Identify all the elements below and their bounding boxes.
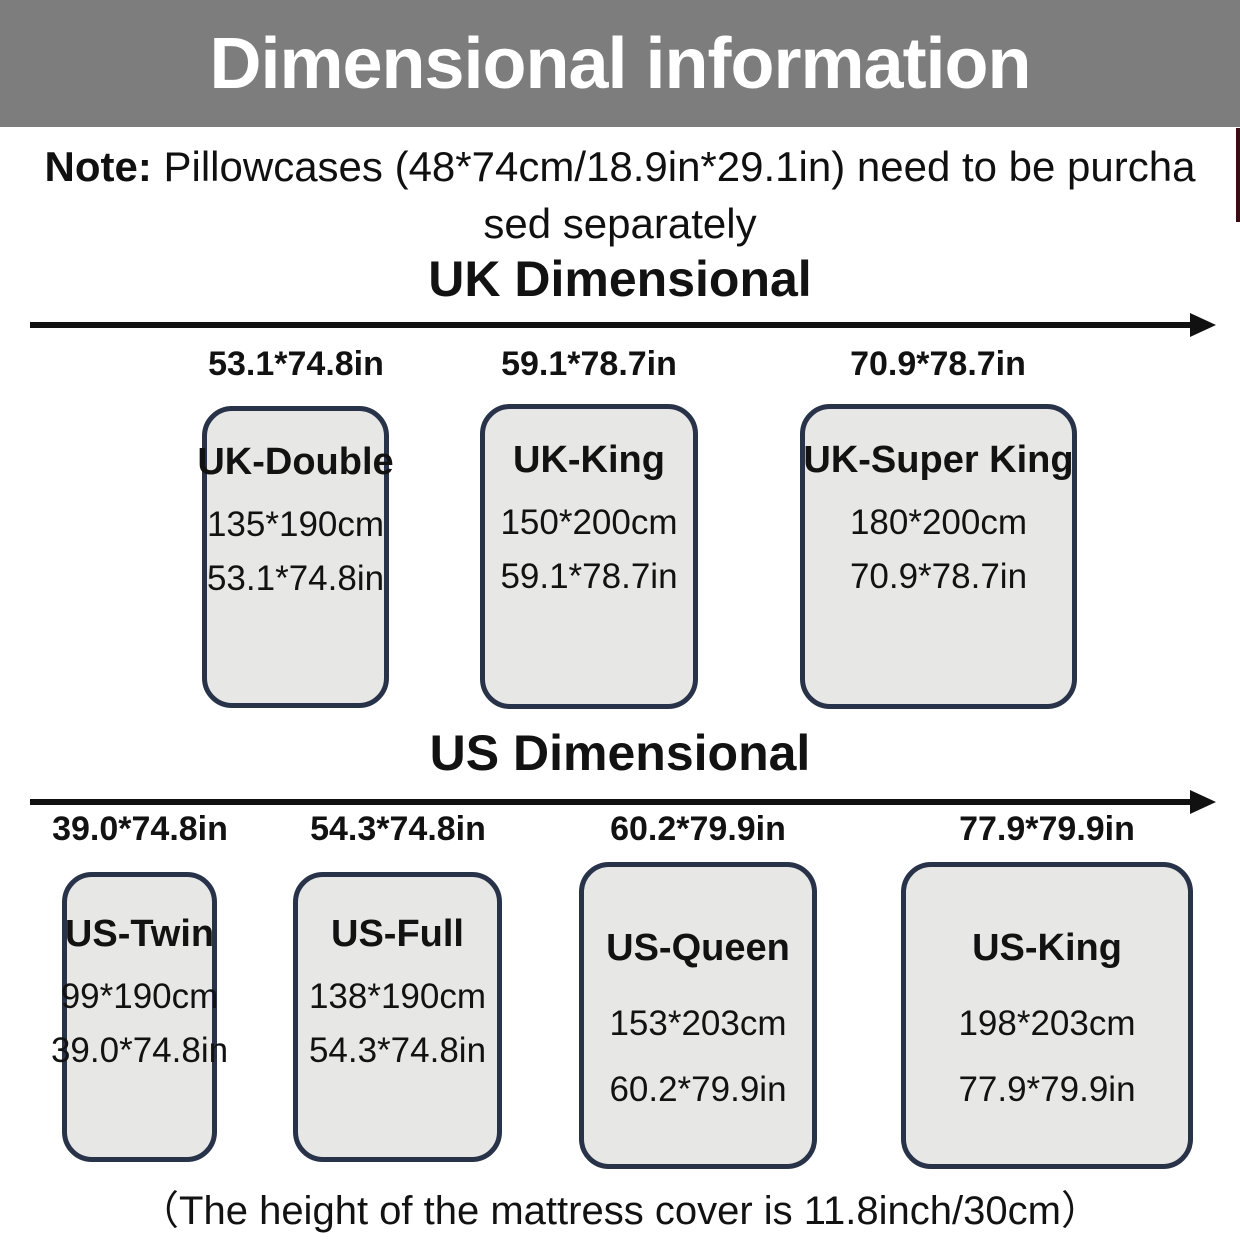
us-full-box: US-Full 138*190cm 54.3*74.8in <box>293 872 502 1162</box>
us-king-size-label: 77.9*79.9in <box>959 810 1135 848</box>
uk-king-in: 59.1*78.7in <box>500 557 678 596</box>
us-twin-in: 39.0*74.8in <box>50 1031 229 1070</box>
us-full-size-label: 54.3*74.8in <box>310 810 486 848</box>
uk-super-king-box: UK-Super King 180*200cm 70.9*78.7in <box>800 404 1077 709</box>
us-queen-size-label: 60.2*79.9in <box>610 810 786 848</box>
uk-king-name: UK-King <box>513 439 665 481</box>
us-arrowhead-icon <box>1190 790 1216 814</box>
note-prefix: Note: <box>44 143 152 190</box>
mattress-height-note: （The height of the mattress cover is 11.… <box>139 1189 1101 1233</box>
note-line-2: sed separately <box>483 200 757 247</box>
pillowcase-note: Note: Pillowcases (48*74cm/18.9in*29.1in… <box>0 138 1240 252</box>
us-section-title: US Dimensional <box>429 725 811 781</box>
us-king-in: 77.9*79.9in <box>958 1070 1136 1109</box>
uk-king-cm: 150*200cm <box>500 503 678 542</box>
uk-king-size-label: 59.1*78.7in <box>501 345 677 383</box>
uk-super-king-cm: 180*200cm <box>849 503 1028 542</box>
uk-double-size-label: 53.1*74.8in <box>208 345 384 383</box>
us-king-cm: 198*203cm <box>958 1004 1136 1043</box>
uk-axis-arrow-icon <box>30 313 1216 337</box>
us-twin-box: US-Twin 99*190cm 39.0*74.8in <box>51 872 228 1162</box>
us-king-box: US-King 198*203cm 77.9*79.9in <box>901 862 1193 1169</box>
uk-double-in: 53.1*74.8in <box>206 559 385 598</box>
us-twin-cm: 99*190cm <box>60 977 219 1016</box>
uk-double-box: UK-Double 135*190cm 53.1*74.8in <box>197 406 394 708</box>
us-queen-box: US-Queen 153*203cm 60.2*79.9in <box>579 862 817 1169</box>
note-line-1: Note: Pillowcases (48*74cm/18.9in*29.1in… <box>0 138 1240 195</box>
us-full-in: 54.3*74.8in <box>308 1031 487 1070</box>
us-queen-cm: 153*203cm <box>609 1004 787 1043</box>
us-queen-in: 60.2*79.9in <box>609 1070 787 1109</box>
us-axis-arrow-icon <box>30 790 1216 814</box>
us-king-name: US-King <box>972 927 1122 969</box>
header-banner: Dimensional information <box>0 0 1240 127</box>
uk-double-cm: 135*190cm <box>206 505 385 544</box>
us-full-name: US-Full <box>331 913 464 955</box>
uk-section-title: UK Dimensional <box>428 251 812 307</box>
uk-super-king-size-label: 70.9*78.7in <box>850 345 1026 383</box>
uk-super-king-name: UK-Super King <box>803 439 1074 481</box>
us-queen-name: US-Queen <box>606 927 790 969</box>
uk-arrow-shaft <box>30 322 1194 328</box>
uk-arrowhead-icon <box>1190 313 1216 337</box>
us-arrow-shaft <box>30 799 1194 805</box>
us-twin-name: US-Twin <box>64 913 215 955</box>
uk-king-box: UK-King 150*200cm 59.1*78.7in <box>480 404 698 709</box>
page-title: Dimensional information <box>209 23 1031 104</box>
uk-super-king-in: 70.9*78.7in <box>849 557 1028 596</box>
us-twin-size-label: 39.0*74.8in <box>52 810 228 848</box>
uk-double-name: UK-Double <box>197 441 394 483</box>
right-edge-artifact <box>1236 128 1240 222</box>
note-text: Pillowcases (48*74cm/18.9in*29.1in) need… <box>151 143 1196 190</box>
us-full-cm: 138*190cm <box>308 977 487 1016</box>
